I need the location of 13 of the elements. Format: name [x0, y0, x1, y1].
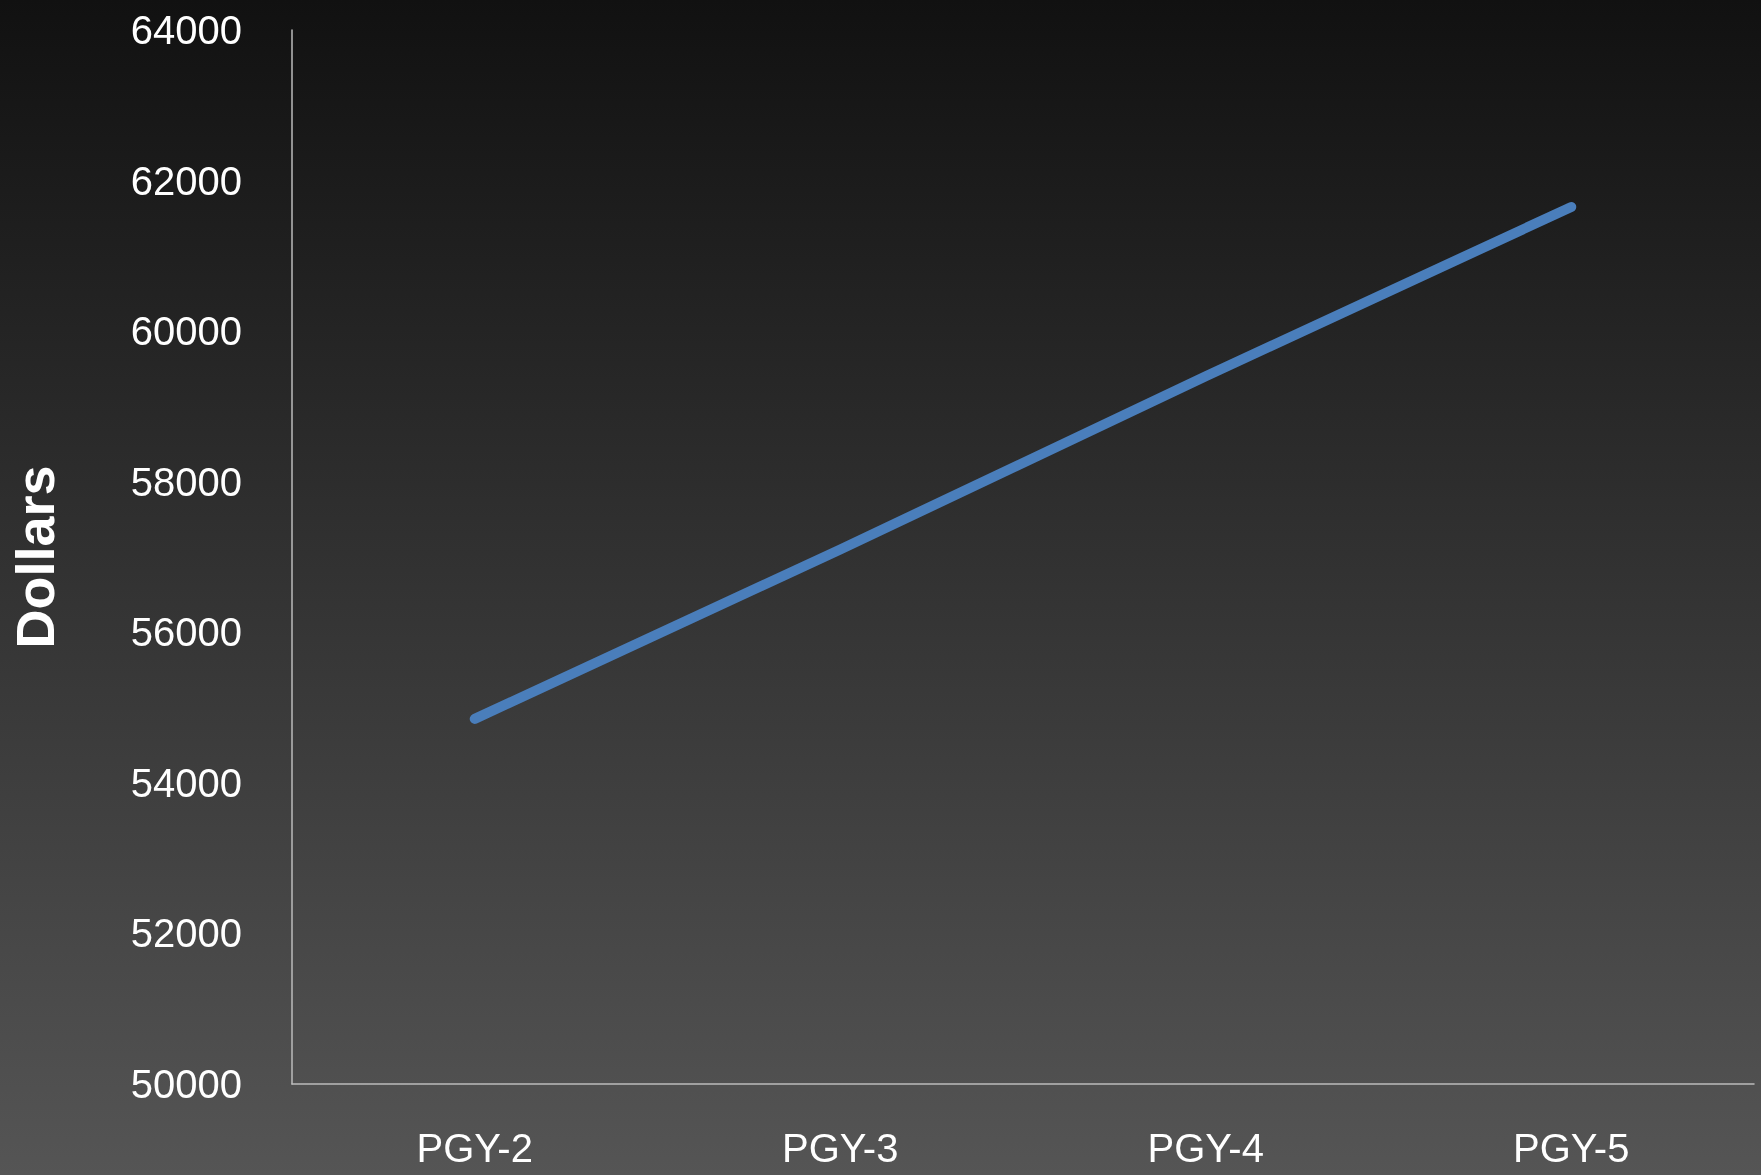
y-tick-label: 58000	[130, 459, 242, 504]
x-tick-label: PGY-5	[1513, 1126, 1630, 1170]
x-tick-label: PGY-3	[782, 1126, 899, 1170]
y-tick-label: 62000	[130, 158, 242, 203]
x-tick-label: PGY-2	[416, 1126, 533, 1170]
x-tick-label: PGY-4	[1147, 1126, 1264, 1170]
y-axis-title: Dollars	[5, 465, 65, 649]
y-tick-label: 52000	[130, 911, 242, 956]
y-tick-label: 54000	[130, 760, 242, 805]
y-tick-label: 56000	[130, 610, 242, 655]
y-tick-label: 60000	[130, 309, 242, 354]
y-tick-label: 64000	[130, 8, 242, 52]
y-tick-label: 50000	[130, 1062, 242, 1106]
